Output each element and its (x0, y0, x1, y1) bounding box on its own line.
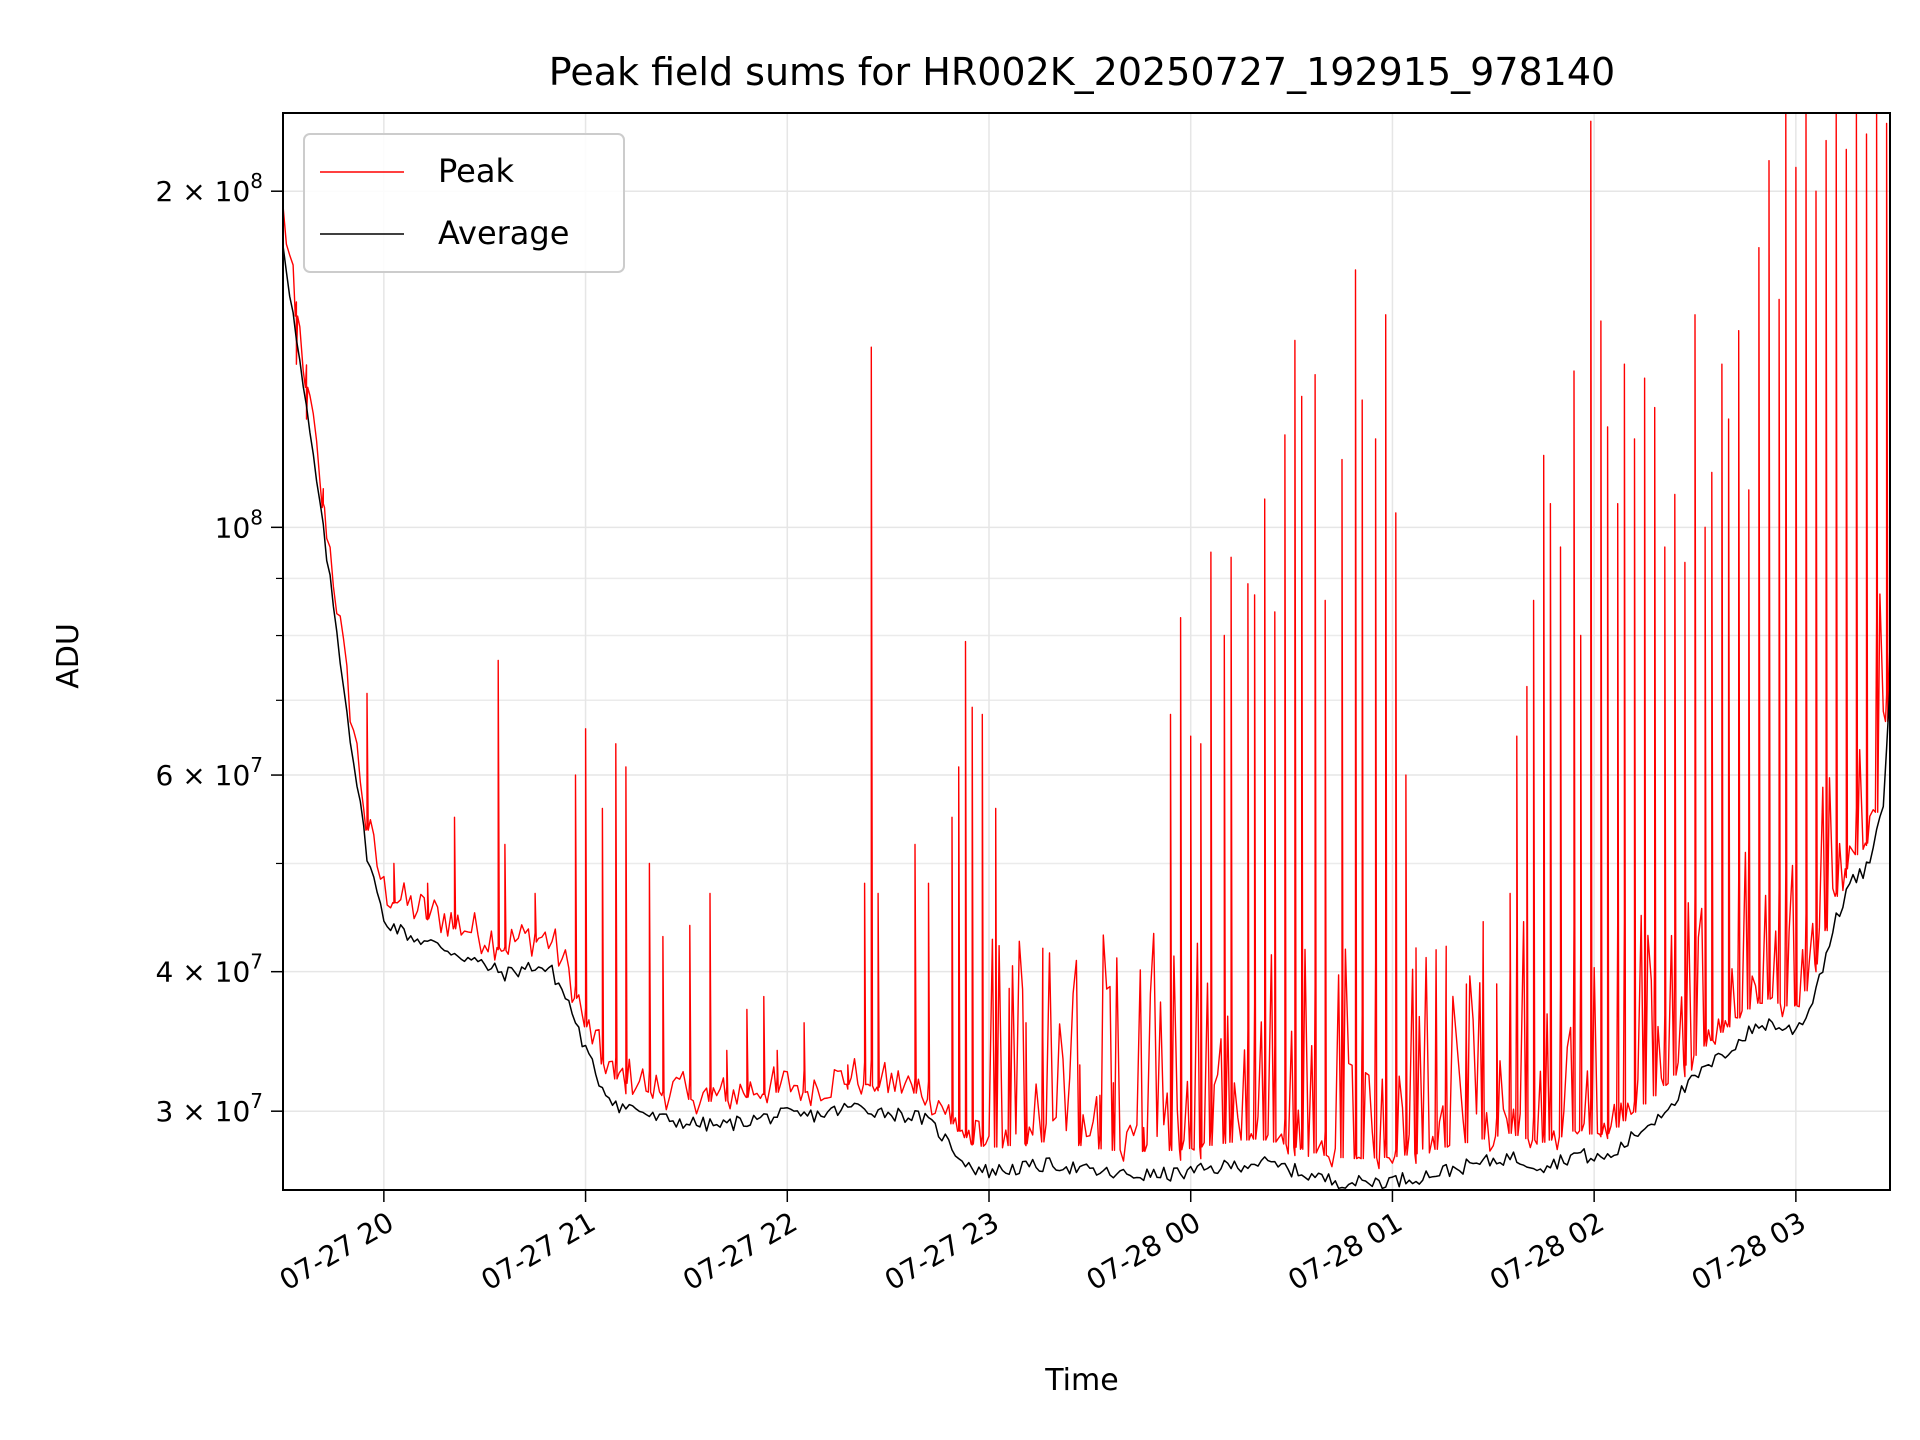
plot-frame (282, 112, 1891, 1191)
y-tick-label: 108 (215, 505, 263, 544)
peak-series-line (282, 112, 1891, 1170)
y-tick-label: 2 × 108 (156, 169, 263, 208)
legend-average-label: Average (438, 214, 569, 252)
legend-peak-label: Peak (438, 152, 514, 190)
average-series-line (282, 245, 1891, 1190)
legend: Peak Average (303, 133, 625, 273)
series-layer (282, 112, 1891, 1190)
y-axis-label: ADU (51, 623, 86, 689)
legend-box (303, 133, 625, 273)
y-axis: 3 × 107 4 × 107 6 × 107 108 2 × 108 (156, 169, 283, 1128)
y-tick-label: 6 × 107 (156, 753, 263, 792)
x-axis-label: Time (1044, 1363, 1118, 1398)
y-tick-label: 4 × 107 (156, 950, 263, 989)
y-tick-label: 3 × 107 (156, 1089, 263, 1128)
chart-title: Peak field sums for HR002K_20250727_1929… (549, 50, 1615, 94)
